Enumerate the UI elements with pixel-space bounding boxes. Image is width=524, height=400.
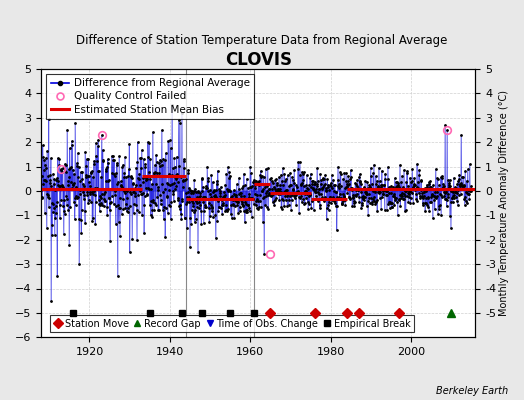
Text: Difference of Station Temperature Data from Regional Average: Difference of Station Temperature Data f…	[77, 34, 447, 47]
Title: CLOVIS: CLOVIS	[225, 51, 292, 69]
Text: Berkeley Earth: Berkeley Earth	[436, 386, 508, 396]
Y-axis label: Monthly Temperature Anomaly Difference (°C): Monthly Temperature Anomaly Difference (…	[499, 90, 509, 316]
Legend: Station Move, Record Gap, Time of Obs. Change, Empirical Break: Station Move, Record Gap, Time of Obs. C…	[50, 315, 414, 332]
